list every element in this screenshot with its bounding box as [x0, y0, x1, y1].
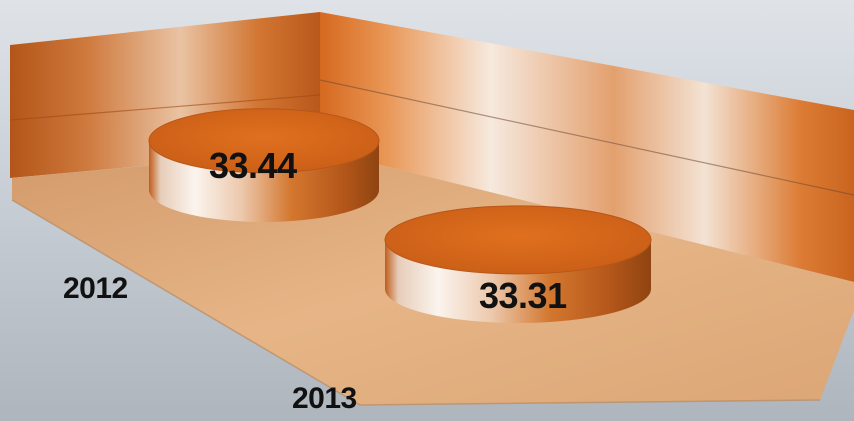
- bar-top-2013: [384, 205, 652, 275]
- left-wall-line: [9, 94, 321, 121]
- bar-2012: [148, 108, 380, 222]
- category-label-2013: 2013: [292, 382, 357, 415]
- value-label-2012: 33.44: [209, 145, 297, 186]
- value-label-2013: 33.31: [479, 275, 567, 316]
- back-wall: [320, 12, 854, 282]
- bar-2013: [384, 205, 652, 323]
- back-wall-line: [319, 79, 854, 196]
- category-label-2012: 2012: [63, 272, 128, 305]
- floor-edge: [11, 199, 821, 406]
- bars-layer: [148, 108, 652, 323]
- bar-top-2012: [148, 108, 380, 174]
